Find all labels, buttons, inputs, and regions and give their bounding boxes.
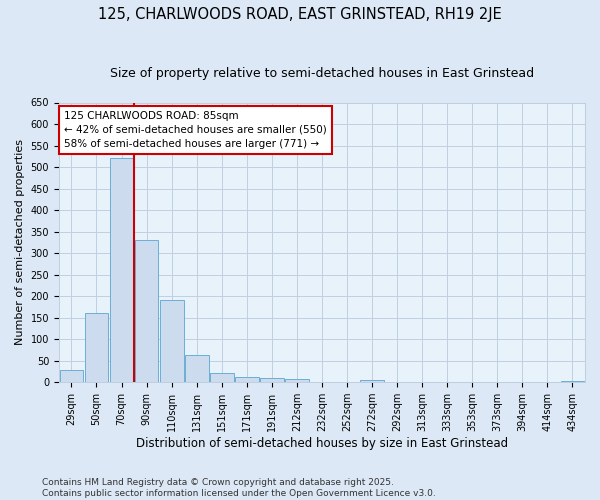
Bar — [560, 380, 584, 382]
Bar — [360, 380, 384, 382]
Bar — [160, 300, 184, 382]
Text: 125 CHARLWOODS ROAD: 85sqm
← 42% of semi-detached houses are smaller (550)
58% o: 125 CHARLWOODS ROAD: 85sqm ← 42% of semi… — [64, 111, 327, 149]
Bar — [85, 314, 109, 382]
Title: Size of property relative to semi-detached houses in East Grinstead: Size of property relative to semi-detach… — [110, 68, 534, 80]
Bar — [260, 378, 284, 382]
X-axis label: Distribution of semi-detached houses by size in East Grinstead: Distribution of semi-detached houses by … — [136, 437, 508, 450]
Bar — [59, 370, 83, 382]
Text: Contains HM Land Registry data © Crown copyright and database right 2025.
Contai: Contains HM Land Registry data © Crown c… — [42, 478, 436, 498]
Text: 125, CHARLWOODS ROAD, EAST GRINSTEAD, RH19 2JE: 125, CHARLWOODS ROAD, EAST GRINSTEAD, RH… — [98, 8, 502, 22]
Bar — [285, 379, 309, 382]
Bar — [185, 355, 209, 382]
Y-axis label: Number of semi-detached properties: Number of semi-detached properties — [15, 140, 25, 346]
Bar — [134, 240, 158, 382]
Bar — [235, 377, 259, 382]
Bar — [110, 158, 133, 382]
Bar — [210, 373, 233, 382]
